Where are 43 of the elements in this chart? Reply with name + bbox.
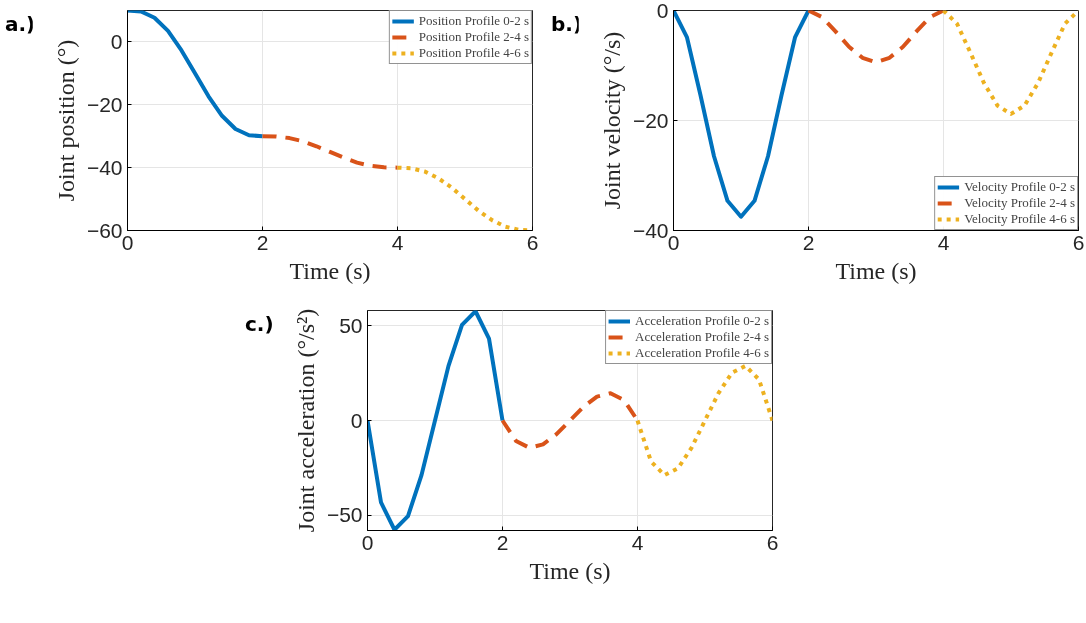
- line-series: [260, 134, 400, 170]
- text: a.): [5, 11, 36, 38]
- line-series: [635, 363, 773, 478]
- y-tick-label: −60: [86, 218, 123, 242]
- x-axis-title: Time (s): [289, 257, 371, 284]
- y-tick-label: 0: [656, 0, 669, 22]
- x-tick-label: 2: [802, 230, 815, 254]
- legend-label: Acceleration Profile 0-2 s: [635, 313, 769, 329]
- y-tick-label: −40: [632, 218, 669, 242]
- x-tick-label: 6: [1072, 230, 1085, 254]
- legend-label: Velocity Profile 2-4 s: [964, 195, 1075, 211]
- legend-label: Acceleration Profile 4-6 s: [635, 345, 769, 361]
- line-series: [806, 10, 946, 65]
- x-tick-label: 4: [391, 230, 404, 254]
- line-series: [673, 10, 811, 219]
- y-tick-label: 0: [110, 29, 123, 53]
- y-tick-label: −20: [86, 92, 123, 116]
- x-tick-label: 6: [526, 230, 539, 254]
- line-series: [127, 10, 265, 139]
- legend-label: Acceleration Profile 2-4 s: [635, 329, 769, 345]
- legend-label: Position Profile 2-4 s: [418, 29, 529, 45]
- x-tick-label: 2: [496, 530, 509, 554]
- y-tick-label: −50: [326, 503, 363, 527]
- x-tick-label: 6: [766, 530, 779, 554]
- y-axis-title: Joint acceleration (°/s²): [292, 308, 319, 533]
- y-axis-title: Joint velocity (°/s): [598, 31, 625, 210]
- legend-label: Velocity Profile 0-2 s: [964, 179, 1075, 195]
- y-tick-label: −40: [86, 155, 123, 179]
- text: c.): [245, 311, 274, 338]
- y-axis-title: Joint position (°): [52, 39, 79, 202]
- legend-label: Position Profile 4-6 s: [418, 45, 529, 61]
- y-tick-label: 0: [350, 408, 363, 432]
- line-series: [500, 391, 640, 450]
- line-series: [941, 10, 1079, 116]
- legend-label: Position Profile 0-2 s: [418, 13, 529, 29]
- x-tick-label: 4: [937, 230, 950, 254]
- x-axis-title: Time (s): [529, 557, 611, 584]
- y-tick-label: −20: [632, 108, 669, 132]
- legend-label: Velocity Profile 4-6 s: [964, 211, 1075, 227]
- y-tick-label: 50: [339, 313, 363, 337]
- x-axis-title: Time (s): [835, 257, 917, 284]
- x-tick-label: 4: [631, 530, 644, 554]
- x-tick-label: 2: [256, 230, 269, 254]
